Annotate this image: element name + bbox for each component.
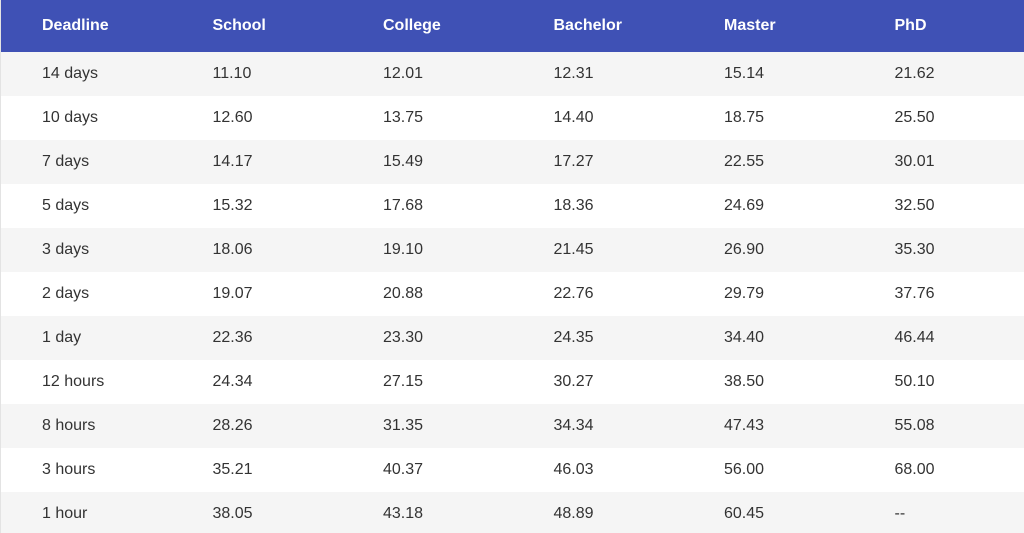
price-cell: 18.75	[683, 96, 854, 140]
price-cell: 12.31	[512, 52, 683, 96]
price-cell: 35.30	[853, 228, 1024, 272]
price-cell: 14.40	[512, 96, 683, 140]
price-cell: 46.03	[512, 448, 683, 492]
price-cell: 35.21	[171, 448, 342, 492]
deadline-cell: 10 days	[1, 96, 172, 140]
price-cell: 30.27	[512, 360, 683, 404]
deadline-cell: 3 days	[1, 228, 172, 272]
table-row: 5 days 15.32 17.68 18.36 24.69 32.50	[1, 184, 1024, 228]
deadline-cell: 3 hours	[1, 448, 172, 492]
price-cell: 38.05	[171, 492, 342, 533]
price-cell: 32.50	[853, 184, 1024, 228]
deadline-cell: 2 days	[1, 272, 172, 316]
price-cell: 60.45	[683, 492, 854, 533]
table-row: 12 hours 24.34 27.15 30.27 38.50 50.10	[1, 360, 1024, 404]
price-cell: 47.43	[683, 404, 854, 448]
column-header: College	[342, 0, 513, 52]
price-cell: 20.88	[342, 272, 513, 316]
price-cell: 55.08	[853, 404, 1024, 448]
table-row: 14 days 11.10 12.01 12.31 15.14 21.62	[1, 52, 1024, 96]
deadline-cell: 7 days	[1, 140, 172, 184]
price-cell: 21.45	[512, 228, 683, 272]
price-cell: 56.00	[683, 448, 854, 492]
price-cell: 11.10	[171, 52, 342, 96]
price-cell: 12.60	[171, 96, 342, 140]
price-cell: 38.50	[683, 360, 854, 404]
price-cell: --	[853, 492, 1024, 533]
header-row: Deadline School College Bachelor Master PhD	[1, 0, 1024, 52]
price-cell: 22.76	[512, 272, 683, 316]
price-cell: 18.36	[512, 184, 683, 228]
price-cell: 48.89	[512, 492, 683, 533]
price-cell: 17.27	[512, 140, 683, 184]
price-cell: 34.34	[512, 404, 683, 448]
price-cell: 17.68	[342, 184, 513, 228]
table-body: 14 days 11.10 12.01 12.31 15.14 21.62 10 days 1…	[1, 52, 1024, 533]
price-cell: 22.36	[171, 316, 342, 360]
price-cell: 68.00	[853, 448, 1024, 492]
price-cell: 24.35	[512, 316, 683, 360]
price-cell: 40.37	[342, 448, 513, 492]
price-cell: 13.75	[342, 96, 513, 140]
price-cell: 34.40	[683, 316, 854, 360]
column-header: Master	[683, 0, 854, 52]
table-row: 1 hour 38.05 43.18 48.89 60.45 --	[1, 492, 1024, 533]
column-header: PhD	[853, 0, 1024, 52]
table-row: 1 day 22.36 23.30 24.35 34.40 46.44	[1, 316, 1024, 360]
price-cell: 50.10	[853, 360, 1024, 404]
price-cell: 24.69	[683, 184, 854, 228]
table-row: 10 days 12.60 13.75 14.40 18.75 25.50	[1, 96, 1024, 140]
table-row: 3 hours 35.21 40.37 46.03 56.00 68.00	[1, 448, 1024, 492]
table-row: 3 days 18.06 19.10 21.45 26.90 35.30	[1, 228, 1024, 272]
price-cell: 15.32	[171, 184, 342, 228]
price-cell: 30.01	[853, 140, 1024, 184]
table-row: 2 days 19.07 20.88 22.76 29.79 37.76	[1, 272, 1024, 316]
deadline-cell: 1 day	[1, 316, 172, 360]
price-cell: 46.44	[853, 316, 1024, 360]
price-cell: 21.62	[853, 52, 1024, 96]
table-row: 8 hours 28.26 31.35 34.34 47.43 55.08	[1, 404, 1024, 448]
price-cell: 14.17	[171, 140, 342, 184]
column-header: School	[171, 0, 342, 52]
price-cell: 15.49	[342, 140, 513, 184]
price-cell: 27.15	[342, 360, 513, 404]
price-cell: 37.76	[853, 272, 1024, 316]
price-cell: 31.35	[342, 404, 513, 448]
price-cell: 19.10	[342, 228, 513, 272]
price-cell: 29.79	[683, 272, 854, 316]
column-header: Bachelor	[512, 0, 683, 52]
deadline-cell: 1 hour	[1, 492, 172, 533]
price-cell: 19.07	[171, 272, 342, 316]
price-cell: 15.14	[683, 52, 854, 96]
deadline-cell: 12 hours	[1, 360, 172, 404]
price-cell: 12.01	[342, 52, 513, 96]
price-cell: 22.55	[683, 140, 854, 184]
deadline-cell: 14 days	[1, 52, 172, 96]
price-cell: 43.18	[342, 492, 513, 533]
deadline-cell: 5 days	[1, 184, 172, 228]
deadline-cell: 8 hours	[1, 404, 172, 448]
price-cell: 26.90	[683, 228, 854, 272]
price-cell: 18.06	[171, 228, 342, 272]
price-cell: 23.30	[342, 316, 513, 360]
table-row: 7 days 14.17 15.49 17.27 22.55 30.01	[1, 140, 1024, 184]
price-cell: 28.26	[171, 404, 342, 448]
column-header: Deadline	[1, 0, 172, 52]
price-cell: 25.50	[853, 96, 1024, 140]
price-cell: 24.34	[171, 360, 342, 404]
